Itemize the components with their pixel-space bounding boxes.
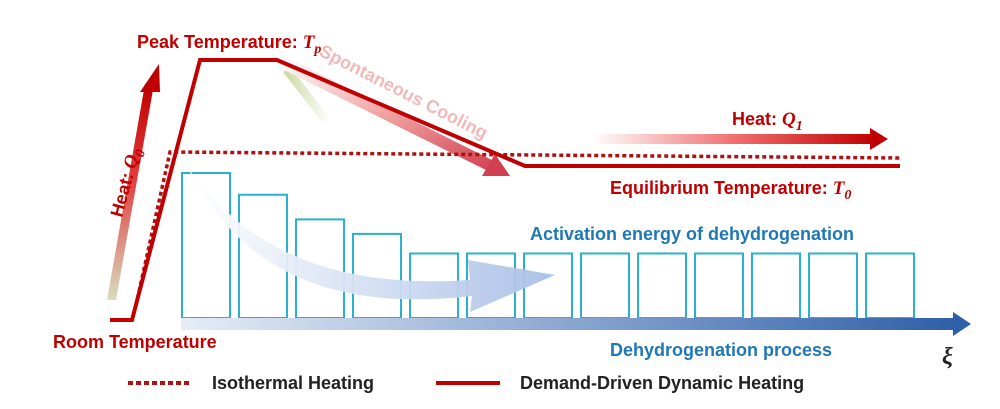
activation-energy-label: Activation energy of dehydrogenation: [530, 224, 854, 244]
heat-q1-arrow: [592, 128, 888, 150]
xi-symbol: ξ: [942, 344, 953, 370]
legend-isothermal-label: Isothermal Heating: [212, 373, 374, 393]
activation-bar: [637, 252, 687, 320]
heat-q0-arrow: [107, 64, 160, 300]
heat-q0-label: Heat: Q0: [107, 146, 149, 221]
legend-dynamic-label: Demand-Driven Dynamic Heating: [520, 373, 804, 393]
activation-bar: [808, 252, 858, 320]
activation-bar: [580, 252, 630, 320]
dehydrogenation-process-label: Dehydrogenation process: [610, 340, 832, 360]
heat-q1-label: Heat: Q1: [732, 109, 803, 134]
equilibrium-temperature-label: Equilibrium Temperature: T0: [610, 178, 851, 203]
room-temperature-label: Room Temperature: [53, 332, 217, 352]
dehydrogenation-process-arrow: [181, 312, 971, 336]
activation-flow-arrow: [188, 168, 555, 312]
dynamic-heating-line: [110, 58, 900, 322]
legend: Isothermal Heating Demand-Driven Dynamic…: [128, 373, 804, 393]
activation-bar: [865, 252, 915, 320]
cooling-arrow-stub: [283, 68, 330, 122]
activation-bar: [523, 252, 573, 320]
peak-temperature-label: Peak Temperature: Tp: [137, 32, 321, 57]
activation-bar: [694, 252, 744, 320]
activation-bar: [751, 252, 801, 320]
